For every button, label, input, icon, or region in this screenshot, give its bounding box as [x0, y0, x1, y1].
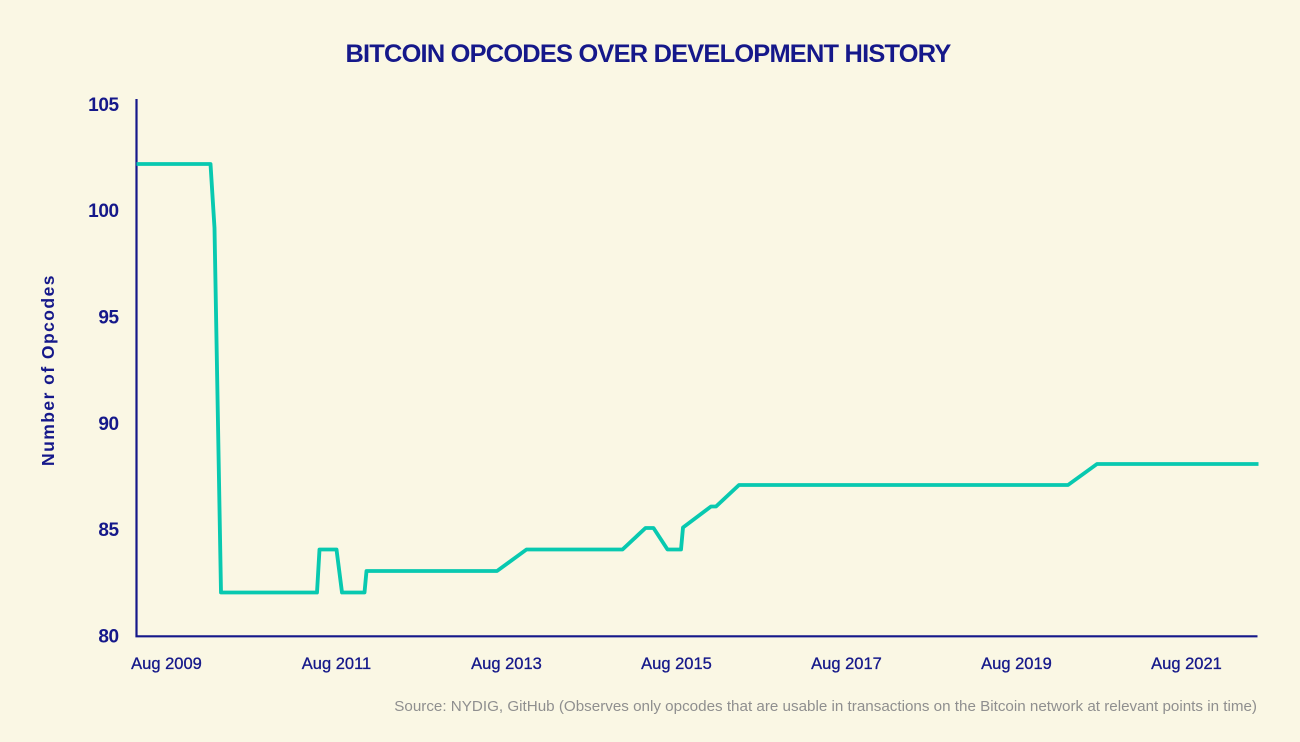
svg-text:100: 100: [88, 201, 119, 222]
svg-text:Aug 2021: Aug 2021: [1151, 655, 1222, 673]
svg-text:80: 80: [98, 626, 118, 647]
svg-text:90: 90: [98, 414, 118, 435]
svg-text:Aug 2017: Aug 2017: [811, 655, 882, 673]
svg-text:105: 105: [88, 95, 119, 116]
svg-text:Aug 2013: Aug 2013: [471, 655, 542, 673]
svg-text:Aug 2009: Aug 2009: [131, 655, 202, 673]
svg-text:Aug 2019: Aug 2019: [981, 655, 1052, 673]
svg-text:85: 85: [98, 520, 119, 541]
svg-text:Aug 2011: Aug 2011: [302, 655, 371, 673]
svg-text:95: 95: [98, 308, 119, 329]
svg-text:Source: NYDIG, GitHub (Observe: Source: NYDIG, GitHub (Observes only opc…: [394, 698, 1257, 715]
svg-text:Number of Opcodes: Number of Opcodes: [38, 274, 58, 466]
svg-text:Aug 2015: Aug 2015: [641, 655, 712, 673]
svg-text:BITCOIN OPCODES OVER DEVELOPME: BITCOIN OPCODES OVER DEVELOPMENT HISTORY: [345, 40, 951, 68]
